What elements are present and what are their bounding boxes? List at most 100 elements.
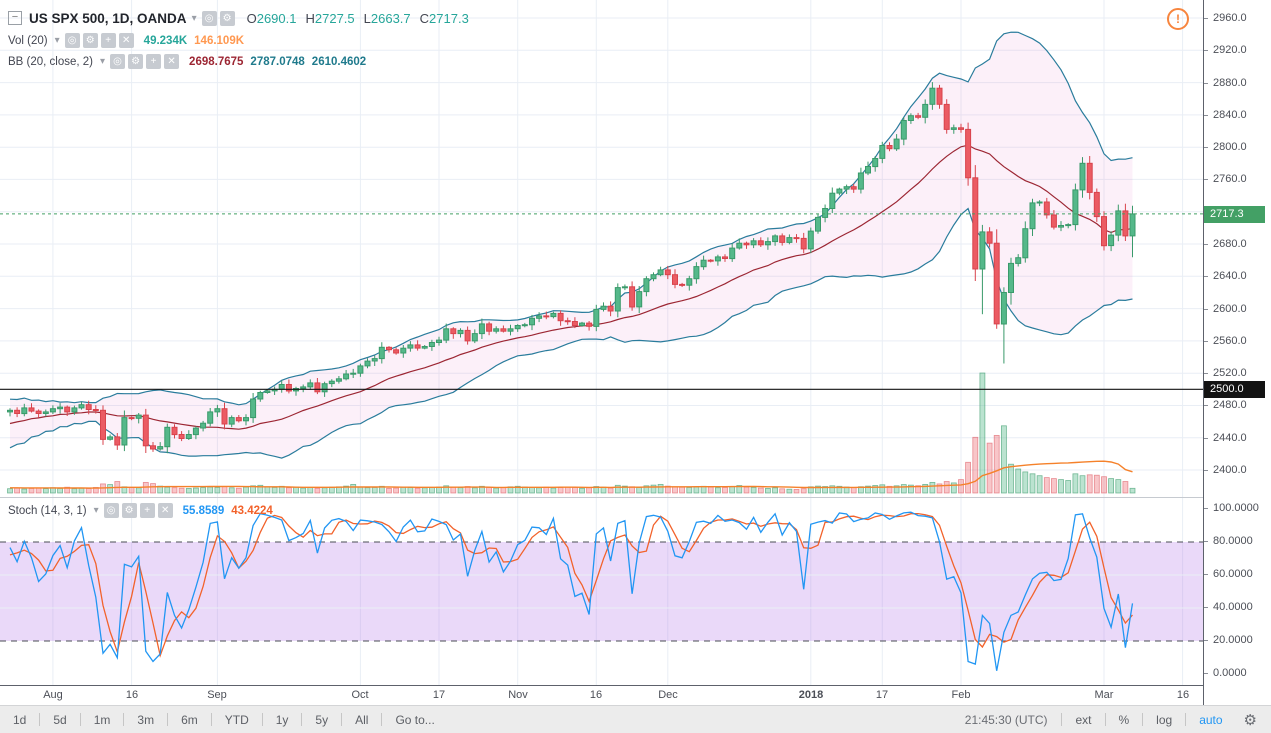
stoch-axis-label: 0.0000	[1213, 667, 1247, 679]
axis-tick	[1204, 640, 1208, 641]
divider	[167, 713, 169, 726]
axis-tick	[1204, 276, 1208, 277]
range-button-3m[interactable]: 3m	[137, 712, 155, 727]
clock: 21:45:30 (UTC)	[964, 712, 1048, 727]
chevron-down-icon[interactable]: ▾	[54, 35, 60, 46]
range-button-6m[interactable]: 6m	[181, 712, 198, 727]
divider	[381, 713, 383, 726]
axis-tick	[1204, 541, 1208, 542]
axis-tick	[1204, 115, 1208, 116]
divider	[301, 713, 303, 726]
stoch-axis-label: 80.0000	[1213, 535, 1253, 547]
chevron-down-icon[interactable]: ▾	[93, 505, 99, 516]
stoch-pane[interactable]: Stoch (14, 3, 1) ▾ ◎ ⚙ + ✕ 55.8589 43.42…	[0, 497, 1203, 685]
time-axis[interactable]: Aug 16 Sep Oct 17 Nov 16 Dec 2018 17 Feb Mar 16	[0, 685, 1203, 705]
gear-icon[interactable]: ⚙	[121, 503, 137, 518]
range-button-1m[interactable]: 1m	[93, 712, 111, 727]
gear-icon[interactable]: ⚙	[1243, 711, 1257, 729]
price-axis-label: 2440.0	[1213, 432, 1247, 444]
main-chart-pane[interactable]: − US SPX 500, 1D, OANDA ▾ ◎ ⚙ O 2690.1 H…	[0, 0, 1203, 497]
stoch-indicator-label[interactable]: Stoch (14, 3, 1)	[8, 504, 87, 517]
auto-toggle[interactable]: auto	[1199, 712, 1223, 727]
chevron-down-icon[interactable]: ▾	[191, 12, 197, 24]
time-axis-label: Feb	[951, 689, 971, 701]
volume-indicator-label[interactable]: Vol (20)	[8, 34, 48, 47]
time-axis-label: 17	[875, 689, 889, 701]
price-axis-label: 2880.0	[1213, 77, 1247, 89]
main-chart-canvas[interactable]	[0, 0, 1203, 497]
eye-icon[interactable]: ◎	[64, 33, 80, 48]
ext-toggle[interactable]: ext	[1075, 712, 1092, 727]
price-axis-label: 2680.0	[1213, 238, 1247, 250]
divider	[341, 713, 343, 726]
time-axis-label: Nov	[508, 689, 528, 701]
axis-tick	[1204, 673, 1208, 674]
bb-indicator-label[interactable]: BB (20, close, 2)	[8, 55, 94, 68]
bb-lower-value: 2610.4602	[311, 55, 367, 68]
alert-icon[interactable]: !	[1167, 8, 1189, 30]
time-axis-label: 2018	[798, 689, 824, 701]
collapse-icon[interactable]: −	[8, 11, 22, 25]
divider	[123, 713, 125, 726]
main-legend: − US SPX 500, 1D, OANDA ▾ ◎ ⚙ O 2690.1 H…	[8, 6, 478, 72]
percent-toggle[interactable]: %	[1118, 712, 1130, 727]
axis-tick	[1204, 373, 1208, 374]
price-axis[interactable]: 2960.0 2920.0 2880.0 2840.0 2800.0 2760.0 2680…	[1203, 0, 1271, 705]
stoch-canvas[interactable]	[0, 498, 1203, 685]
gear-icon[interactable]: ⚙	[219, 10, 235, 26]
stoch-legend: Stoch (14, 3, 1) ▾ ◎ ⚙ + ✕ 55.8589 43.42…	[8, 500, 273, 521]
hline-price-badge: 2500.0	[1204, 381, 1265, 398]
bb-upper-value: 2787.0748	[250, 55, 305, 68]
time-axis-label: 16	[589, 689, 603, 701]
divider	[1142, 713, 1144, 726]
divider	[1061, 713, 1063, 726]
time-axis-label: Mar	[1094, 689, 1114, 701]
range-button-1y[interactable]: 1y	[275, 712, 289, 727]
divider	[1185, 713, 1187, 726]
axis-tick	[1204, 147, 1208, 148]
range-button-5d[interactable]: 5d	[53, 712, 67, 727]
time-axis-label: 16	[1176, 689, 1190, 701]
price-axis-label: 2760.0	[1213, 173, 1247, 185]
axis-tick	[1204, 179, 1208, 180]
axis-tick	[1204, 309, 1208, 310]
low-label: L	[363, 10, 371, 26]
stoch-axis-label: 20.0000	[1213, 634, 1253, 646]
plus-icon[interactable]: +	[139, 503, 155, 518]
range-button-5y[interactable]: 5y	[315, 712, 329, 727]
gear-icon[interactable]: ⚙	[82, 33, 98, 48]
axis-tick	[1204, 438, 1208, 439]
eye-icon[interactable]: ◎	[110, 54, 126, 69]
eye-icon[interactable]: ◎	[201, 10, 217, 26]
log-toggle[interactable]: log	[1156, 712, 1173, 727]
go-to-button[interactable]: Go to...	[395, 712, 435, 727]
range-button-all[interactable]: All	[355, 712, 369, 727]
range-button-ytd[interactable]: YTD	[224, 712, 249, 727]
axis-tick	[1204, 508, 1208, 509]
price-axis-label: 2800.0	[1213, 141, 1247, 153]
time-axis-label: 16	[125, 689, 139, 701]
divider	[1104, 713, 1106, 726]
close-icon[interactable]: ✕	[164, 54, 180, 69]
plus-icon[interactable]: +	[146, 54, 162, 69]
eye-icon[interactable]: ◎	[103, 503, 119, 518]
gear-icon[interactable]: ⚙	[128, 54, 144, 69]
chevron-down-icon[interactable]: ▾	[100, 56, 106, 67]
price-axis-label: 2640.0	[1213, 270, 1247, 282]
time-axis-label: Oct	[351, 689, 369, 701]
axis-tick	[1204, 341, 1208, 342]
open-label: O	[246, 10, 257, 26]
symbol-title[interactable]: US SPX 500, 1D, OANDA	[29, 10, 187, 26]
close-icon[interactable]: ✕	[118, 33, 134, 48]
axis-tick	[1204, 607, 1208, 608]
price-axis-label: 2560.0	[1213, 335, 1247, 347]
axis-tick	[1204, 50, 1208, 51]
volume-value: 49.234K	[143, 34, 188, 47]
axis-tick	[1204, 574, 1208, 575]
bb-legend-row: BB (20, close, 2) ▾ ◎ ⚙ + ✕ 2698.7675 27…	[8, 51, 478, 72]
close-icon[interactable]: ✕	[157, 503, 173, 518]
time-axis-label: Sep	[207, 689, 227, 701]
range-button-1d[interactable]: 1d	[13, 712, 27, 727]
axis-tick	[1204, 83, 1208, 84]
plus-icon[interactable]: +	[100, 33, 116, 48]
